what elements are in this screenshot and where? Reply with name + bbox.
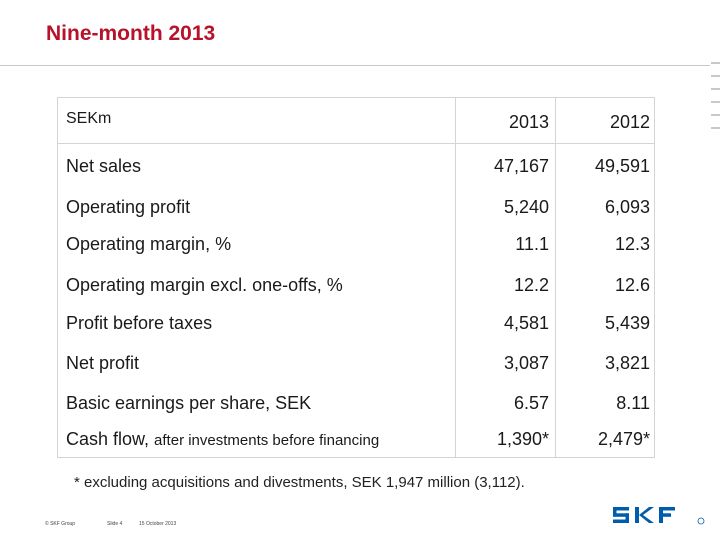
row-label-main: Cash flow,: [66, 429, 155, 449]
footnote: * excluding acquisitions and divestments…: [74, 474, 525, 491]
table-header-divider: [57, 143, 655, 144]
row-value-2012: 8.11: [616, 393, 650, 413]
table-header-2012: 2012: [609, 112, 650, 132]
row-label: Operating profit: [66, 197, 191, 217]
row-label: Basic earnings per share, SEK: [66, 393, 312, 413]
footer-copyright: © SKF Group: [45, 521, 76, 527]
row-label: Net profit: [66, 353, 140, 373]
results-table: [57, 97, 655, 458]
row-value-2012: 5,439: [604, 313, 650, 333]
row-value-2013: 5,240: [503, 197, 549, 217]
row-value-2012: 12.3: [614, 234, 650, 254]
table-header-2013: 2013: [508, 112, 549, 132]
page-title: Nine-month 2013: [46, 22, 216, 45]
table-column-divider: [555, 97, 556, 458]
row-label: Profit before taxes: [66, 313, 213, 333]
row-value-2012: 6,093: [604, 197, 650, 217]
row-value-2012: 12.6: [614, 275, 650, 295]
row-label-qualifier: after investments before financing: [154, 432, 380, 449]
row-label: Net sales: [66, 156, 142, 176]
row-value-2012: 2,479*: [597, 429, 650, 449]
row-value-2013: 3,087: [503, 353, 549, 373]
row-value-2012: 49,591: [594, 156, 650, 176]
row-value-2013: 6.57: [513, 393, 549, 413]
row-value-2013: 47,167: [493, 156, 549, 176]
skf-logo: [613, 507, 705, 525]
row-value-2012: 3,821: [604, 353, 650, 373]
row-value-2013: 11.1: [515, 234, 549, 254]
footer-date: 15 October 2013: [139, 521, 177, 527]
footer-slide-number: Slide 4: [107, 521, 123, 527]
title-divider: [0, 65, 710, 66]
table-column-divider: [455, 97, 456, 458]
row-value-2013: 1,390*: [496, 429, 549, 449]
table-header-label: SEKm: [66, 110, 112, 127]
slide-edge-marks: [711, 62, 720, 137]
row-label: Operating margin excl. one-offs, %: [66, 275, 343, 295]
row-label: Cash flow, after investments before fina…: [66, 419, 379, 459]
row-value-2013: 12.2: [513, 275, 549, 295]
row-label: Operating margin, %: [66, 234, 232, 254]
row-value-2013: 4,581: [503, 313, 549, 333]
